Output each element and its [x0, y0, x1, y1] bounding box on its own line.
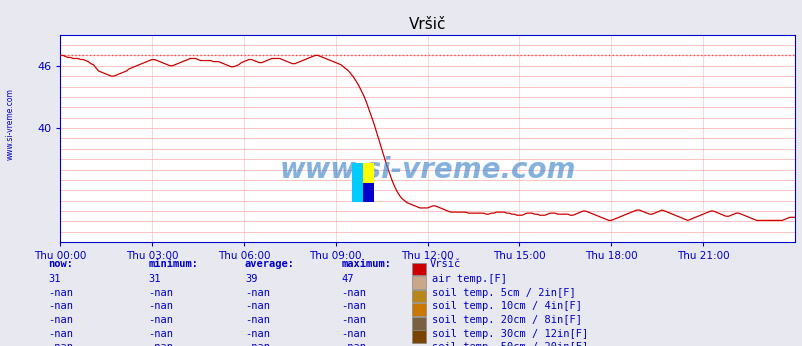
FancyBboxPatch shape — [411, 317, 426, 329]
Text: now:: now: — [48, 259, 73, 269]
Text: minimum:: minimum: — [148, 259, 198, 269]
Polygon shape — [363, 163, 374, 183]
Text: 31: 31 — [48, 274, 61, 284]
Text: -nan: -nan — [341, 315, 366, 325]
Text: -nan: -nan — [245, 288, 269, 298]
FancyBboxPatch shape — [411, 263, 426, 275]
Text: 47: 47 — [341, 274, 354, 284]
Text: -nan: -nan — [148, 288, 173, 298]
Polygon shape — [363, 183, 374, 202]
Text: soil temp. 30cm / 12in[F]: soil temp. 30cm / 12in[F] — [431, 329, 588, 339]
Polygon shape — [351, 163, 363, 202]
Text: -nan: -nan — [148, 342, 173, 346]
FancyBboxPatch shape — [411, 303, 426, 316]
Text: -nan: -nan — [148, 301, 173, 311]
Text: soil temp. 10cm / 4in[F]: soil temp. 10cm / 4in[F] — [431, 301, 581, 311]
Text: -nan: -nan — [48, 329, 73, 339]
Text: -nan: -nan — [245, 342, 269, 346]
Text: -nan: -nan — [341, 342, 366, 346]
Text: -nan: -nan — [341, 288, 366, 298]
Title: Vršič: Vršič — [408, 17, 446, 32]
FancyBboxPatch shape — [411, 330, 426, 343]
Text: www.si-vreme.com: www.si-vreme.com — [6, 89, 15, 161]
Text: Vršič: Vršič — [429, 259, 460, 269]
Text: soil temp. 50cm / 20in[F]: soil temp. 50cm / 20in[F] — [431, 342, 588, 346]
Text: 31: 31 — [148, 274, 161, 284]
Text: 39: 39 — [245, 274, 257, 284]
Text: -nan: -nan — [245, 315, 269, 325]
Text: -nan: -nan — [245, 329, 269, 339]
Text: average:: average: — [245, 259, 294, 269]
Text: -nan: -nan — [148, 315, 173, 325]
Text: maximum:: maximum: — [341, 259, 391, 269]
Text: -nan: -nan — [48, 301, 73, 311]
Text: soil temp. 20cm / 8in[F]: soil temp. 20cm / 8in[F] — [431, 315, 581, 325]
Text: air temp.[F]: air temp.[F] — [431, 274, 506, 284]
Text: -nan: -nan — [148, 329, 173, 339]
Text: -nan: -nan — [245, 301, 269, 311]
Text: -nan: -nan — [48, 315, 73, 325]
Text: www.si-vreme.com: www.si-vreme.com — [279, 156, 575, 183]
FancyBboxPatch shape — [411, 276, 426, 289]
Text: -nan: -nan — [341, 329, 366, 339]
Text: -nan: -nan — [48, 342, 73, 346]
FancyBboxPatch shape — [411, 290, 426, 302]
Text: -nan: -nan — [341, 301, 366, 311]
Text: soil temp. 5cm / 2in[F]: soil temp. 5cm / 2in[F] — [431, 288, 575, 298]
Text: -nan: -nan — [48, 288, 73, 298]
